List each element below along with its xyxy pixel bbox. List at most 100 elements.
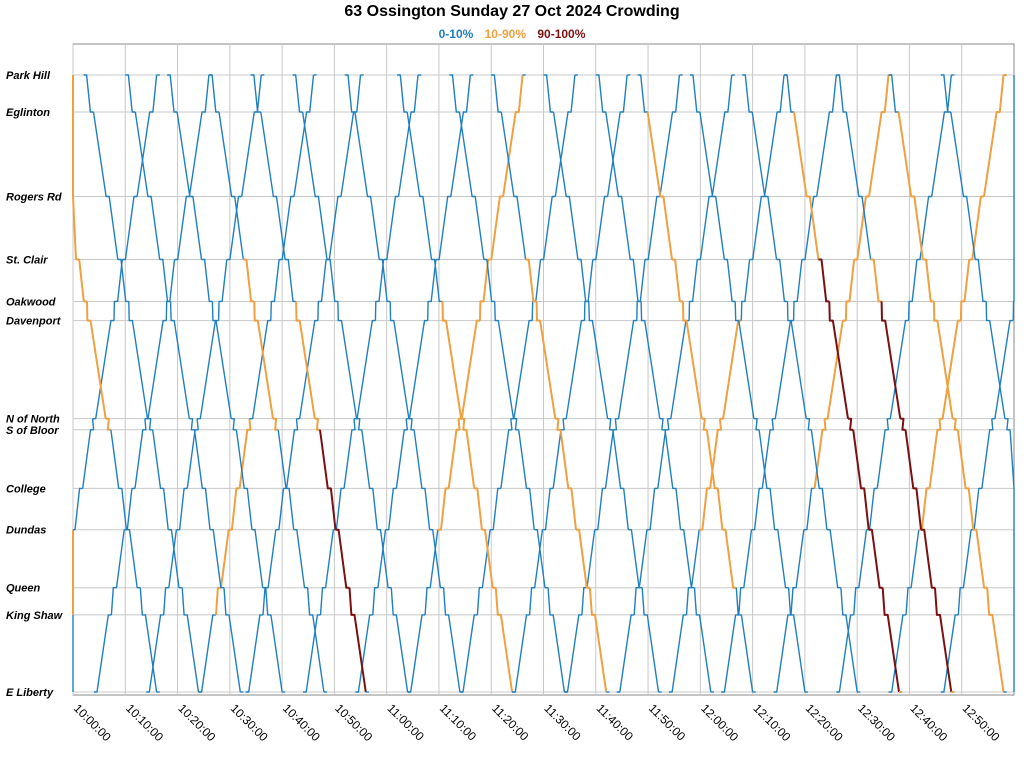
trip-trace	[612, 429, 629, 530]
trip-trace	[327, 258, 338, 303]
trip-trace	[163, 529, 178, 615]
trip-trace	[306, 587, 325, 693]
trip-trace	[385, 487, 397, 531]
trip-trace	[295, 301, 316, 419]
x-tick-label: 10:30:00	[228, 701, 271, 744]
trip-trace	[437, 487, 449, 531]
trip-trace	[197, 319, 219, 420]
trip-trace	[828, 301, 849, 419]
trip-trace	[231, 418, 237, 431]
trip-trace	[853, 529, 868, 615]
trip-trace	[343, 418, 356, 489]
trip-trace	[633, 529, 648, 615]
trip-trace	[646, 111, 673, 260]
trip-trace	[701, 417, 707, 431]
trip-trace	[406, 319, 428, 420]
y-stop-label: E Liberty	[6, 687, 54, 699]
trip-trace	[210, 529, 224, 589]
trip-trace	[887, 319, 909, 420]
trip-trace	[554, 74, 576, 197]
trip-trace	[488, 195, 504, 261]
trip-trace	[826, 529, 841, 589]
x-tick-label: 10:40:00	[280, 701, 323, 744]
trip-trace	[940, 74, 951, 113]
trip-trace	[664, 429, 682, 530]
trip-trace	[685, 529, 700, 615]
trip-trace	[824, 319, 846, 420]
x-tick-label: 12:30:00	[855, 701, 898, 744]
trip-trace	[667, 319, 690, 420]
trip-trace	[742, 74, 753, 113]
trip-trace	[146, 614, 164, 693]
trip-trace	[801, 195, 817, 261]
trip-trace	[122, 195, 138, 261]
trip-trace	[806, 418, 812, 431]
trip-trace	[991, 319, 1014, 420]
trip-trace	[494, 587, 514, 693]
y-stop-label: College	[6, 483, 46, 495]
trip-trace	[408, 418, 415, 431]
y-stop-label: Eglinton	[6, 107, 50, 119]
x-tick-label: 12:00:00	[698, 701, 741, 744]
trip-trace	[934, 587, 953, 693]
trip-trace	[168, 529, 183, 589]
trip-trace	[940, 614, 959, 693]
trip-trace	[659, 418, 665, 431]
trip-trace	[1004, 418, 1011, 431]
trip-trace	[235, 429, 253, 530]
trip-trace	[431, 258, 443, 303]
y-stop-label: Dundas	[6, 525, 46, 537]
trip-trace	[293, 74, 315, 197]
trip-trace	[880, 301, 902, 419]
trip-trace	[198, 614, 216, 693]
trip-trace	[301, 111, 328, 260]
trip-trace	[724, 258, 736, 303]
trip-trace	[790, 529, 805, 615]
trip-trace	[490, 487, 501, 531]
trip-trace	[751, 111, 778, 260]
trip-trace	[659, 74, 681, 197]
trip-trace	[973, 528, 988, 589]
x-tick-label: 11:40:00	[594, 701, 637, 744]
y-stop-label: Oakwood	[6, 296, 56, 308]
trip-trace	[542, 487, 554, 531]
trip-trace	[854, 195, 869, 261]
trip-trace	[975, 258, 987, 303]
trip-trace	[928, 418, 942, 489]
trip-trace	[630, 258, 642, 303]
trip-trace	[888, 74, 899, 113]
trip-trace	[868, 528, 883, 589]
trip-trace	[669, 614, 687, 693]
trip-trace	[594, 487, 606, 531]
trip-trace	[840, 587, 858, 693]
trip-trace	[226, 195, 242, 261]
trip-trace	[92, 111, 119, 260]
trip-trace	[273, 417, 279, 431]
trip-trace	[113, 259, 123, 321]
trip-trace	[262, 529, 277, 615]
trip-trace	[275, 487, 287, 531]
trip-trace	[921, 528, 935, 589]
y-stop-label: Rogers Rd	[6, 192, 62, 204]
trip-trace	[672, 258, 683, 303]
trip-trace	[238, 418, 252, 489]
trip-trace	[628, 529, 643, 589]
trip-trace	[986, 587, 1005, 693]
trip-trace	[319, 429, 337, 530]
trip-trace	[105, 417, 111, 431]
trip-trace	[461, 417, 467, 431]
trip-trace	[907, 259, 918, 321]
trip-trace	[241, 74, 262, 197]
trip-trace	[689, 74, 700, 113]
trip-trace	[559, 429, 577, 530]
trip-trace	[543, 74, 554, 113]
trip-trace	[680, 529, 695, 589]
trip-trace	[76, 258, 87, 303]
trip-trace	[697, 195, 713, 261]
trip-trace	[705, 429, 724, 530]
trip-trace	[424, 529, 439, 615]
trip-trace	[540, 195, 556, 261]
trip-trace	[595, 74, 606, 113]
trip-trace	[450, 74, 471, 197]
trip-trace	[340, 74, 362, 197]
